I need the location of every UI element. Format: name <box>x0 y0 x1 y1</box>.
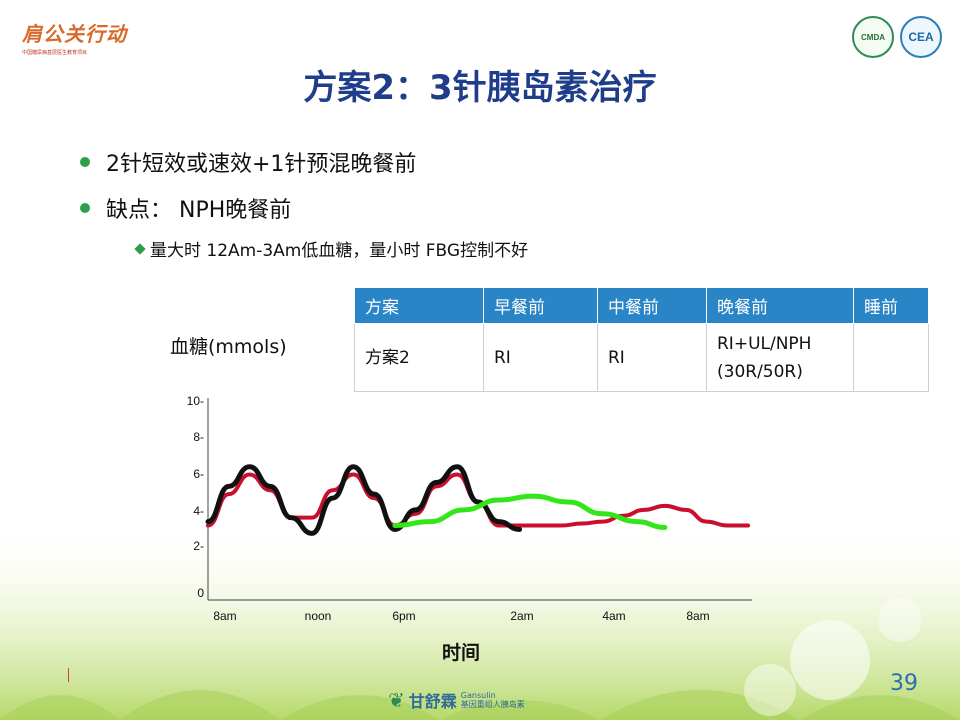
x-tick-label: 8am <box>213 609 236 623</box>
blood-glucose-chart: 0 2- 4- 6- 8- 10- 8am noon 6pm 2am 4am 8am <box>187 394 752 623</box>
page-number: 39 <box>890 671 918 696</box>
bullet-item: 2针短效或速效+1针预混晚餐前 <box>80 146 416 178</box>
slide-title: 方案2：3针胰岛素治疗 <box>303 68 657 108</box>
x-tick-label: 6pm <box>392 609 415 623</box>
red-tick-mark <box>68 668 69 682</box>
brand-logo-subtitle: 中国糖尿病基层医生教育项目 <box>22 50 88 56</box>
table-cell: RI <box>597 323 707 392</box>
bullet-text: 2针短效或速效+1针预混晚餐前 <box>106 152 417 177</box>
gansulin-logo: ❦ 甘舒霖 Gansulin 基因重组人胰岛素 <box>388 688 525 712</box>
diamond-bullet-icon <box>134 242 146 255</box>
table-cell <box>853 323 929 392</box>
cea-badge-icon: CEA <box>900 16 942 58</box>
y-tick-label: 6- <box>193 467 204 481</box>
x-tick-label: 2am <box>510 609 533 623</box>
table-cell: 方案2 <box>354 323 484 392</box>
table-header-cell: 睡前 <box>853 287 929 324</box>
table-header-cell: 方案 <box>354 287 484 324</box>
chart-y-axis-label: 血糖(mmols) <box>170 336 287 358</box>
x-tick-label: 8am <box>686 609 709 623</box>
insulin-plan-table: 方案 早餐前 中餐前 晚餐前 睡前 方案2 RI RI RI+UL/NPH (3… <box>354 287 929 392</box>
bullet-dot-icon <box>80 203 90 213</box>
table-header-cell: 中餐前 <box>597 287 707 324</box>
table-row: 方案2 RI RI RI+UL/NPH (30R/50R) <box>354 323 929 392</box>
series-line <box>205 464 523 536</box>
gansulin-logo-name: 甘舒霖 <box>408 692 457 711</box>
sub-bullet-item: 量大时 12Am-3Am低血糖，量小时 FBG控制不好 <box>134 236 529 261</box>
chart-x-axis-label: 时间 <box>442 642 481 664</box>
y-tick-label: 0 <box>197 586 204 600</box>
brand-logo-text: 肩公关行动 <box>22 22 127 46</box>
sub-bullet-text: 量大时 12Am-3Am低血糖，量小时 FBG控制不好 <box>150 241 529 261</box>
leaf-icon: ❦ <box>388 688 405 712</box>
y-tick-label: 10- <box>187 394 204 408</box>
y-tick-label: 4- <box>193 504 204 518</box>
bullet-dot-icon <box>80 157 90 167</box>
bullet-item: 缺点： NPH晚餐前 <box>80 192 291 224</box>
table-header-row: 方案 早餐前 中餐前 晚餐前 睡前 <box>354 287 929 324</box>
series-line <box>392 493 668 530</box>
y-tick-label: 8- <box>193 430 204 444</box>
x-tick-label: 4am <box>602 609 625 623</box>
table-header-cell: 晚餐前 <box>706 287 854 324</box>
y-tick-label: 2- <box>193 539 204 553</box>
cmda-badge-icon: CMDA <box>852 16 894 58</box>
x-tick-label: noon <box>305 609 332 623</box>
gansulin-logo-english: Gansulin 基因重组人胰岛素 <box>460 691 525 709</box>
background-grass-decoration <box>0 520 960 720</box>
table-cell: RI <box>483 323 598 392</box>
bullet-text: 缺点： NPH晚餐前 <box>106 198 292 223</box>
table-cell: RI+UL/NPH (30R/50R) <box>706 323 854 392</box>
table-header-cell: 早餐前 <box>483 287 598 324</box>
brand-logo: 肩公关行动 中国糖尿病基层医生教育项目 <box>22 18 152 58</box>
